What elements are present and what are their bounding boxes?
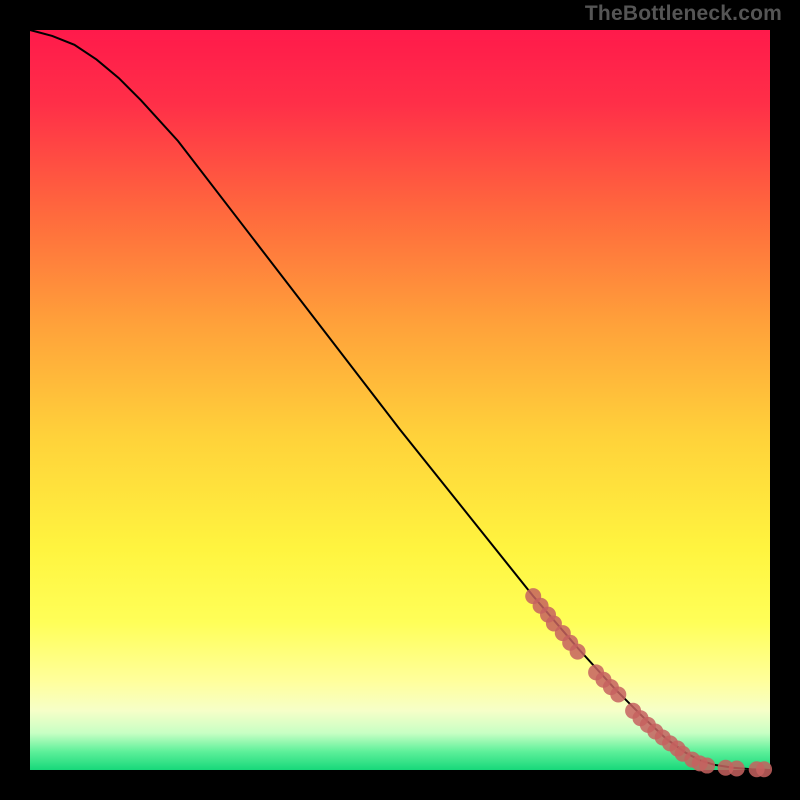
marker-point [756, 761, 772, 777]
marker-point [610, 687, 626, 703]
marker-point [699, 758, 715, 774]
chart-svg [0, 0, 800, 800]
plot-background [30, 30, 770, 770]
marker-point [570, 644, 586, 660]
marker-point [729, 761, 745, 777]
chart-stage: TheBottleneck.com [0, 0, 800, 800]
